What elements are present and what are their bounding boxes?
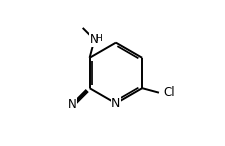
Text: N: N [67, 98, 76, 111]
Text: N: N [90, 33, 98, 46]
Text: H: H [95, 34, 101, 43]
Text: N: N [111, 97, 120, 110]
Text: Cl: Cl [162, 86, 174, 99]
